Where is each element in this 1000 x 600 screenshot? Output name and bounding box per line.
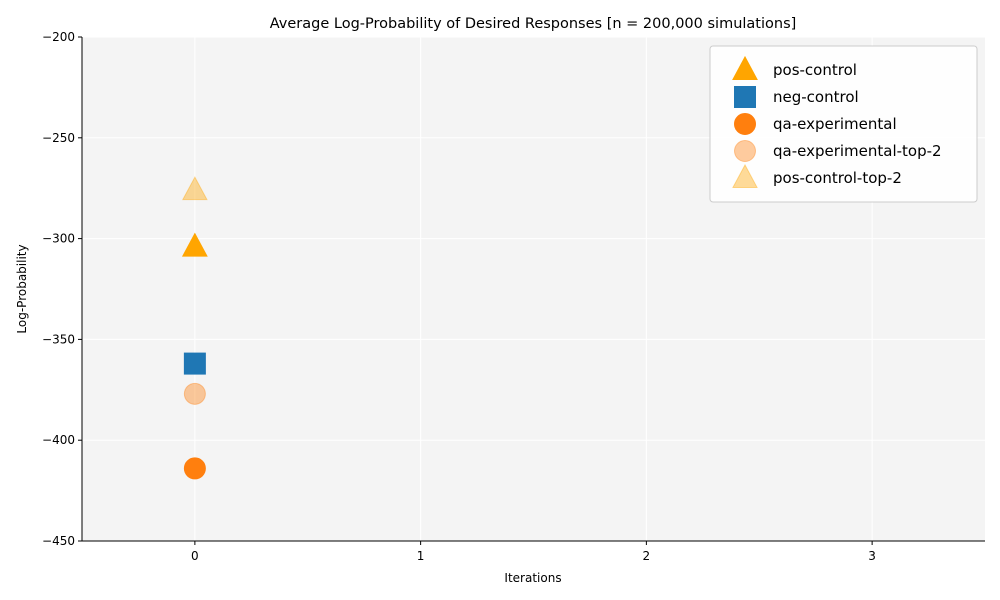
data-point-pos-control-top-2	[181, 176, 208, 201]
legend-marker-pos-control-top-2	[732, 163, 758, 188]
y-axis-label: Log-Probability	[15, 244, 29, 333]
y-tick-label: −300	[42, 232, 75, 246]
legend-label-pos-control: pos-control	[773, 61, 857, 79]
data-point-qa-experimental	[183, 457, 206, 480]
y-tick-label: −250	[42, 131, 75, 145]
legend-label-qa-experimental: qa-experimental	[773, 115, 897, 133]
x-axis-label: Iterations	[504, 571, 561, 585]
data-point-pos-control	[181, 232, 208, 257]
legend-marker-neg-control	[734, 86, 756, 108]
y-tick-label: −200	[42, 30, 75, 44]
data-point-neg-control	[183, 352, 206, 375]
chart-title: Average Log-Probability of Desired Respo…	[270, 16, 797, 32]
grid-lines	[82, 36, 985, 542]
x-tick-label: 1	[417, 549, 425, 563]
x-tick-label: 3	[868, 549, 876, 563]
legend-marker-qa-experimental-top-2	[734, 140, 756, 162]
x-tick-label: 0	[191, 549, 199, 563]
legend-marker-pos-control	[732, 55, 758, 80]
y-tick-label: −450	[42, 534, 75, 548]
legend-label-pos-control-top-2: pos-control-top-2	[773, 169, 902, 187]
x-tick-label: 2	[643, 549, 651, 563]
legend-label-qa-experimental-top-2: qa-experimental-top-2	[773, 142, 942, 160]
legend-marker-qa-experimental	[734, 113, 756, 135]
legend: pos-control neg-control qa-experimental qa-…	[709, 45, 978, 203]
y-tick-label: −400	[42, 433, 75, 447]
legend-label-neg-control: neg-control	[773, 88, 859, 106]
data-points	[181, 176, 208, 480]
data-point-qa-experimental-top-2	[183, 382, 206, 405]
y-tick-label: −350	[42, 332, 75, 346]
legend-box	[709, 45, 978, 203]
axis-ticks: 0 1 2 3 −450 −400 −350 −300 −250 −200	[42, 30, 876, 563]
